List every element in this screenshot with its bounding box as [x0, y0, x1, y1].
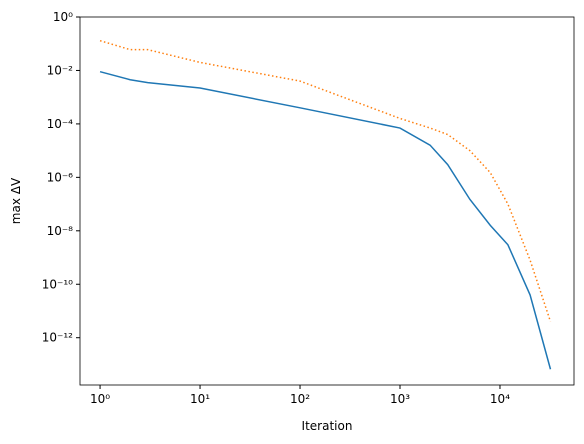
y-tick-label: 10⁰: [53, 10, 73, 24]
x-tick-label: 10²: [290, 392, 310, 406]
x-tick-label: 10³: [390, 392, 410, 406]
y-axis-label: max ΔV: [9, 177, 23, 224]
y-tick-label: 10⁻⁶: [47, 170, 74, 184]
data-line: [99, 70, 552, 370]
x-tick-label: 10⁴: [490, 392, 510, 406]
y-tick-label: 10⁻¹⁰: [42, 277, 73, 291]
y-tick-label: 10⁻⁴: [47, 117, 74, 131]
x-axis-label: Iteration: [302, 419, 353, 433]
x-tick-label: 10¹: [190, 392, 210, 406]
y-tick-label: 10⁻¹²: [42, 331, 73, 345]
data-line: [99, 39, 552, 322]
x-tick-label: 10⁰: [90, 392, 110, 406]
y-tick-label: 10⁻²: [47, 63, 74, 77]
y-tick-label: 10⁻⁸: [47, 224, 74, 238]
plot-frame: [79, 16, 575, 386]
